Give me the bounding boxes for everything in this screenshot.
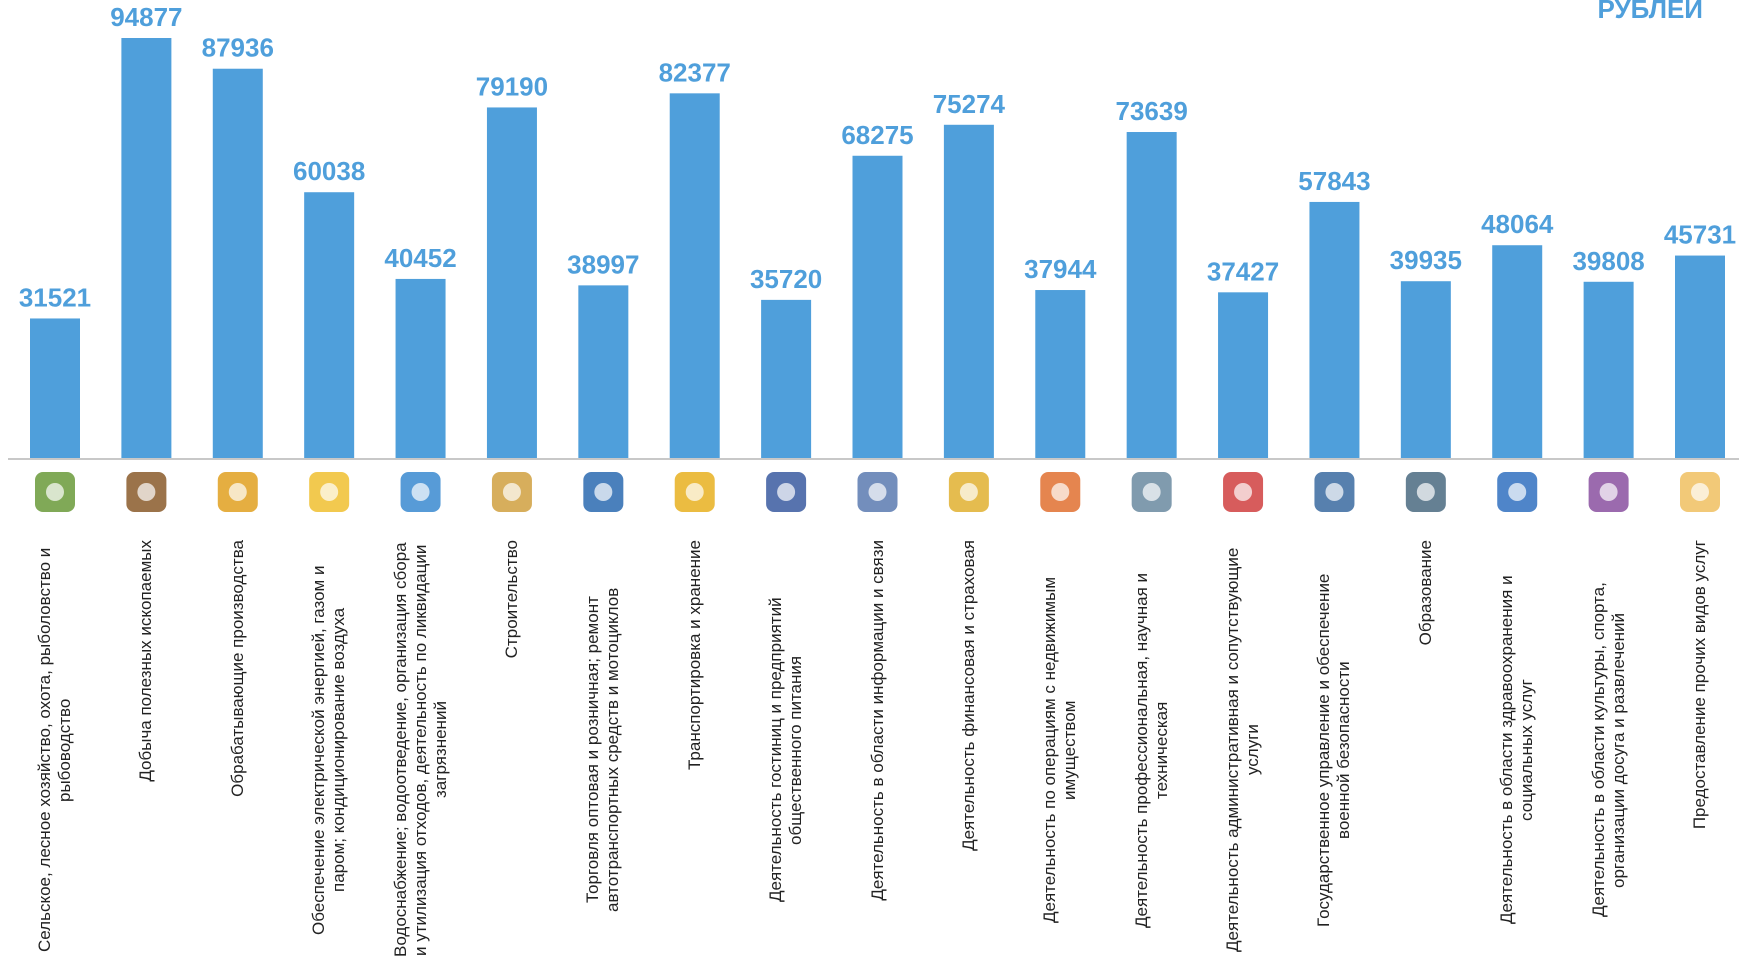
- bar: [943, 124, 994, 458]
- value-label: 40452: [384, 243, 456, 273]
- bar: [304, 192, 355, 458]
- bar: [30, 318, 80, 458]
- value-label: 73639: [1116, 96, 1188, 126]
- category-label: Торговля оптовая и розничная; ремонт авт…: [583, 587, 623, 913]
- category-label: Деятельность по операциям с недвижимым и…: [1040, 577, 1080, 924]
- value-label: 45731: [1664, 220, 1736, 250]
- bar: [1035, 290, 1086, 458]
- value-label: 39808: [1572, 246, 1644, 276]
- category-label: Обеспечение электрической энергией, газо…: [309, 565, 349, 935]
- value-label: 37427: [1207, 256, 1279, 286]
- bar: [121, 38, 172, 458]
- bar: [486, 107, 537, 458]
- bar: [395, 278, 446, 458]
- bar: [212, 68, 263, 458]
- value-label: 38997: [567, 249, 639, 279]
- bar: [1400, 281, 1451, 458]
- value-label: 87936: [202, 33, 274, 63]
- category-label: Добыча полезных ископаемых: [136, 540, 156, 782]
- bar: [852, 155, 903, 459]
- category-label: Предоставление прочих видов услуг: [1690, 540, 1709, 830]
- icon-detail: [594, 483, 613, 501]
- value-label: 94877: [110, 2, 182, 32]
- bar: [1126, 132, 1177, 458]
- category-label: Строительство: [501, 540, 521, 659]
- icon-detail: [1691, 483, 1709, 501]
- icon-detail: [777, 483, 796, 501]
- value-label: 37944: [1024, 254, 1097, 284]
- value-label: 48064: [1481, 209, 1554, 239]
- value-label: 79190: [476, 71, 548, 101]
- bar: [1218, 292, 1269, 458]
- icon-detail: [1234, 483, 1253, 501]
- value-label: 35720: [750, 264, 822, 294]
- icon-detail: [1051, 483, 1070, 501]
- bar: [1583, 281, 1634, 458]
- category-label: Деятельность гостиниц и предприятий обще…: [766, 597, 806, 903]
- icon-detail: [685, 483, 704, 501]
- icon-detail: [1599, 483, 1618, 501]
- bar: [578, 285, 629, 458]
- value-label: 60038: [293, 156, 365, 186]
- category-label: Транспортировка и хранение: [684, 540, 704, 770]
- icon-detail: [1416, 483, 1435, 501]
- category-label: Деятельность в области культуры, спорта,…: [1588, 582, 1628, 918]
- bar: [1675, 255, 1725, 458]
- icon-detail: [1508, 483, 1527, 501]
- category-label: Сельское, лесное хозяйство, охота, рыбол…: [35, 547, 74, 953]
- category-label: Государственное управление и обеспечение…: [1314, 573, 1354, 927]
- icon-detail: [228, 483, 247, 501]
- category-label: Деятельность в области информации и связ…: [867, 540, 887, 901]
- category-label: Деятельность профессиональная, научная и…: [1131, 572, 1171, 928]
- bar: [761, 299, 812, 458]
- value-label: 75274: [933, 89, 1006, 119]
- icon-detail: [137, 483, 156, 501]
- icon-detail: [320, 483, 339, 501]
- value-label: 39935: [1390, 245, 1462, 275]
- value-label: 82377: [659, 57, 731, 87]
- category-label: Деятельность в области здравоохранения и…: [1497, 575, 1537, 925]
- category-label: Деятельность финансовая и страховая: [958, 540, 978, 851]
- icon-detail: [46, 483, 64, 501]
- icon-detail: [1325, 483, 1344, 501]
- category-label: Водоснабжение; водоотведение, организаци…: [390, 542, 450, 958]
- category-label: Образование: [1415, 540, 1435, 646]
- bar: [1309, 201, 1360, 458]
- value-label: 68275: [841, 120, 913, 150]
- value-label: 57843: [1298, 166, 1370, 196]
- bar: [1492, 245, 1543, 458]
- bar: [669, 93, 720, 458]
- category-label: Обрабатывающие производства: [227, 540, 247, 797]
- category-label: Деятельность административная и сопутств…: [1223, 547, 1263, 953]
- icon-detail: [1142, 483, 1161, 501]
- icon-detail: [868, 483, 887, 501]
- value-label: 31521: [19, 282, 91, 312]
- annotation: РУБЛЕЙ: [1597, 0, 1704, 24]
- icon-detail: [411, 483, 430, 501]
- icon-detail: [959, 483, 978, 501]
- icon-detail: [502, 483, 521, 501]
